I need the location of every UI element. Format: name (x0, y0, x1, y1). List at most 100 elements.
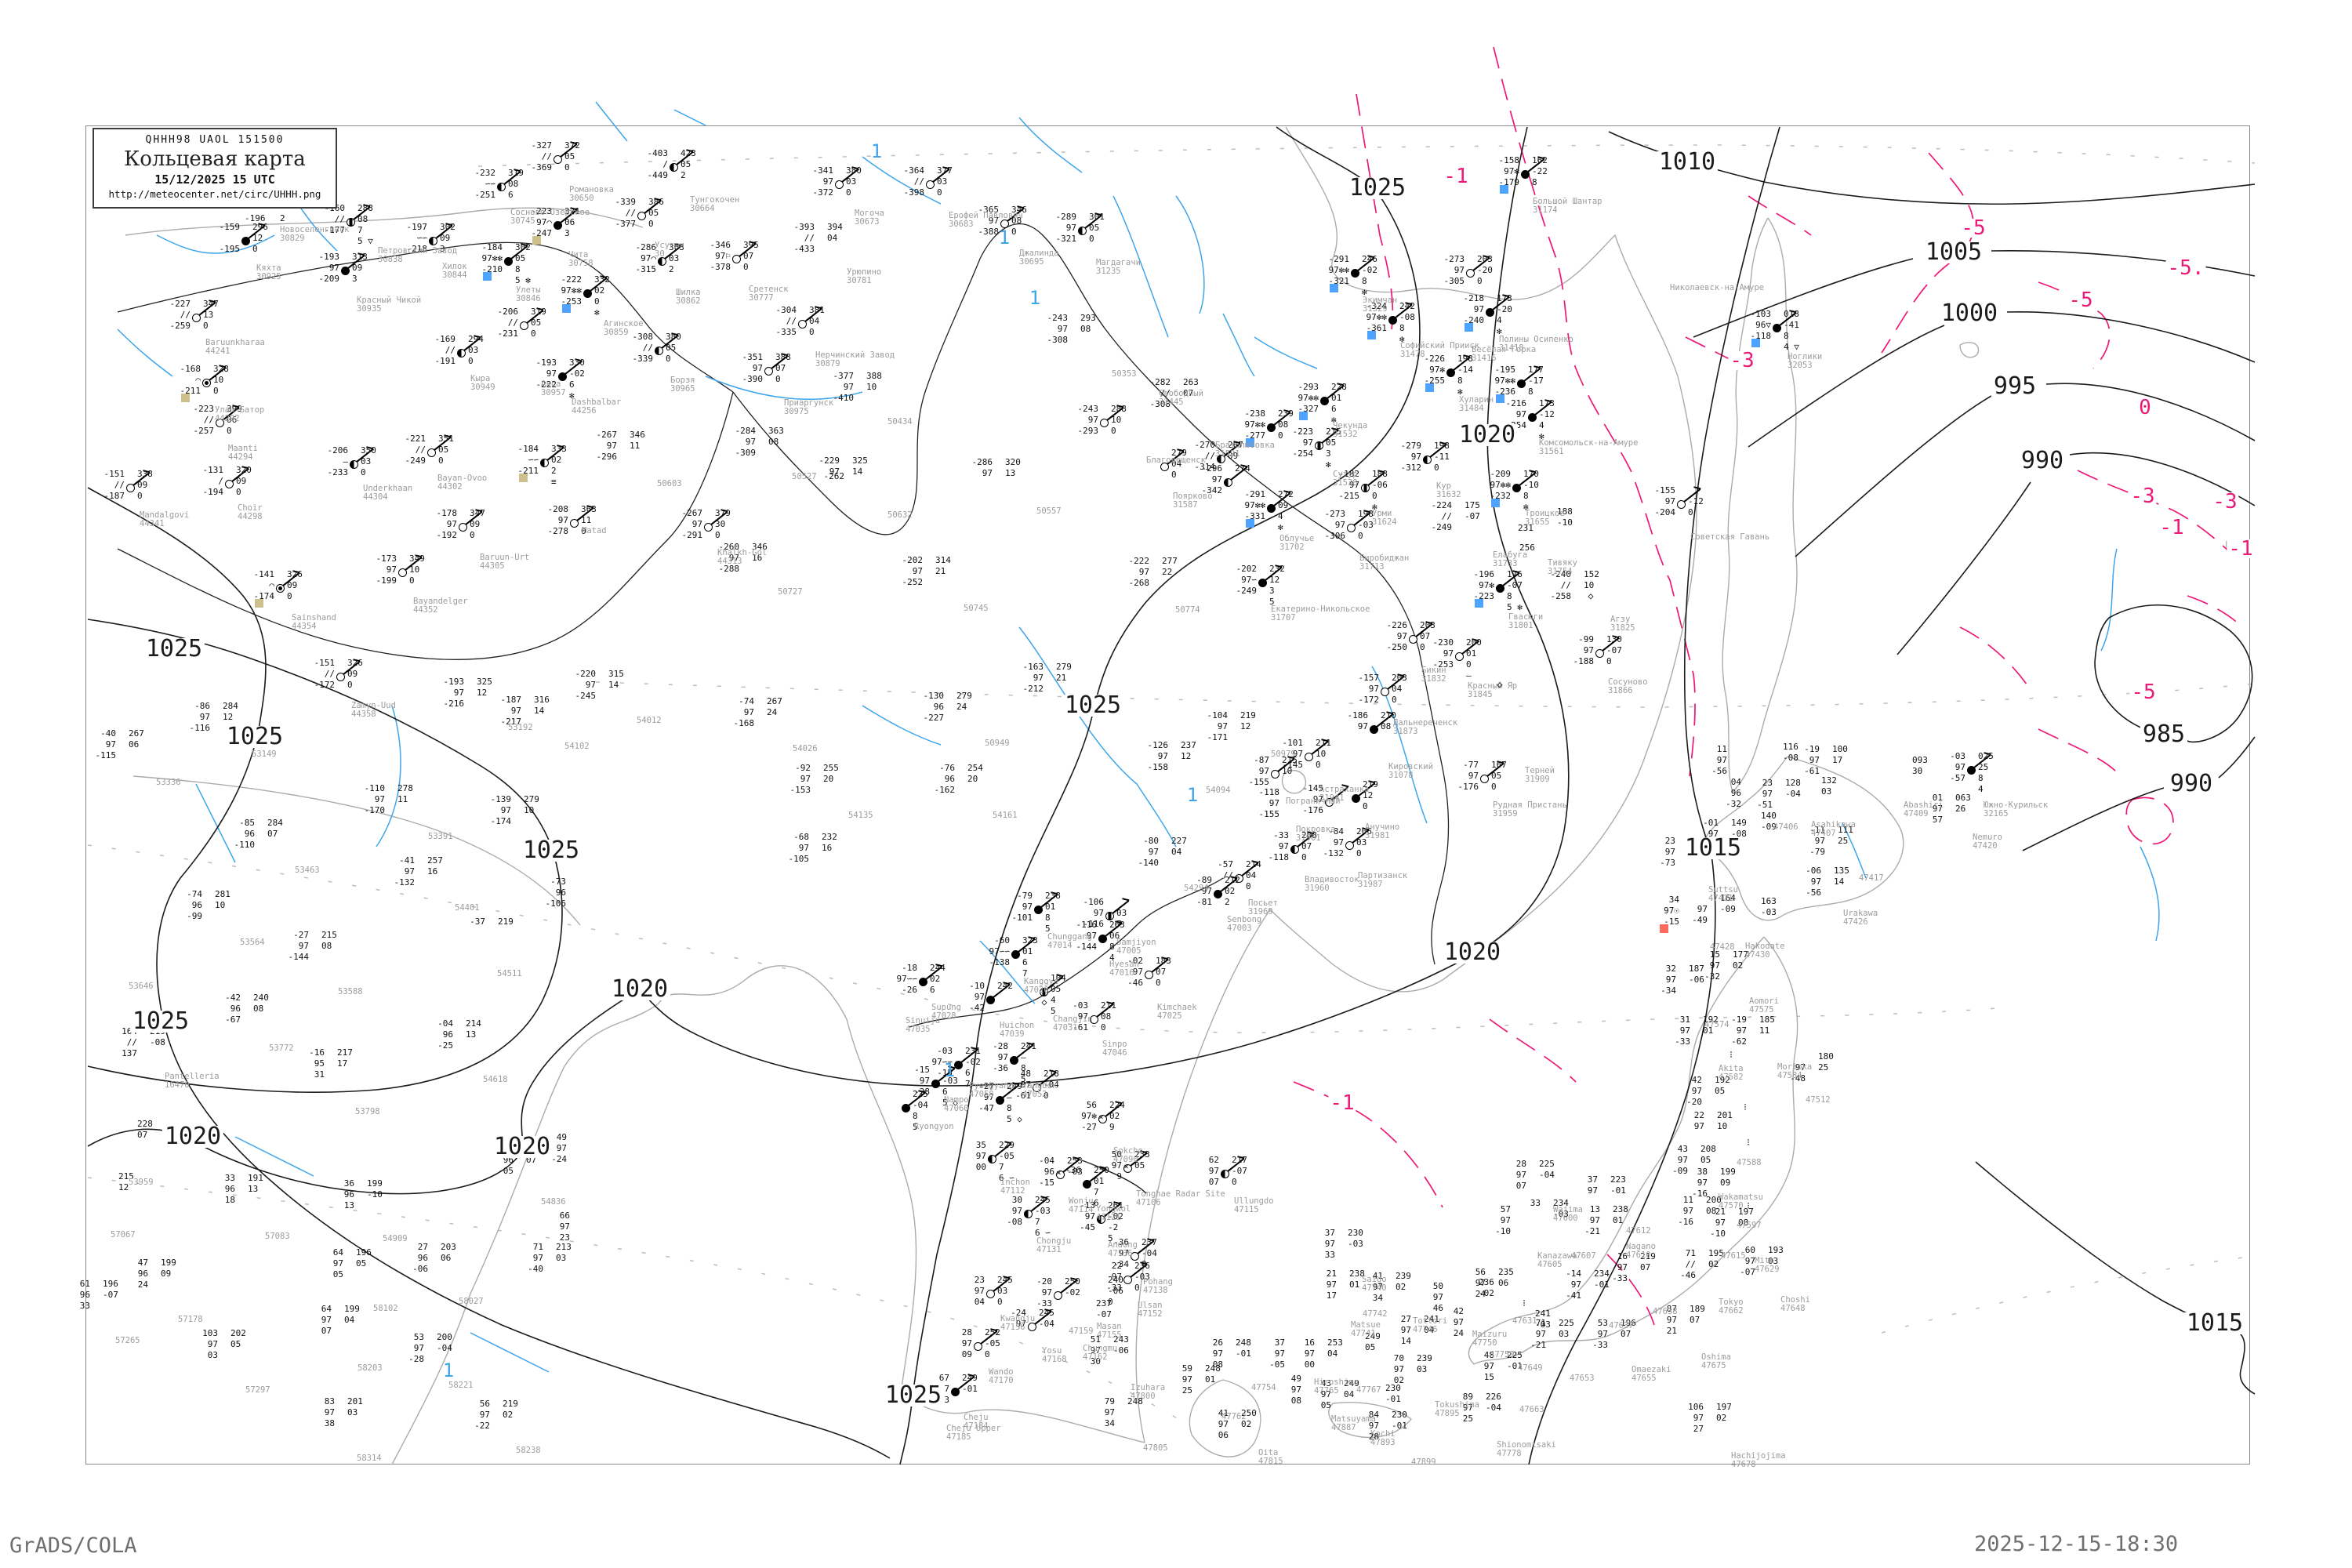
pressure-tendency: 05 (1134, 1160, 1145, 1171)
weather-code: 96 (79, 1290, 90, 1300)
station-name-label: Ulsan 47152 (1138, 1301, 1163, 1319)
weather-code: 97☉ (1664, 906, 1679, 916)
dewpoint: -231 (497, 328, 519, 339)
pressure-tendency: 03 (1768, 1256, 1779, 1266)
extra-group: 4 ▽ (1784, 342, 1799, 352)
dewpoint: 33 (1324, 1250, 1335, 1260)
weather-code: 97 (1041, 1287, 1052, 1298)
station-name-label: Приаргунск 30975 (784, 398, 834, 416)
pressure-tendency: -01 (1610, 1185, 1626, 1196)
temperature: -02 (1127, 956, 1143, 966)
weather-code: 97 (606, 441, 617, 451)
weather-code: 97 (1111, 1160, 1122, 1171)
dewpoint: 13 (343, 1200, 354, 1210)
dewpoint: -187 (103, 491, 125, 501)
temperature: 16 (1617, 1251, 1628, 1261)
pressure-tendency: 04 (1424, 1325, 1435, 1335)
station-name-label: Hiroshima 47765 (1314, 1377, 1359, 1396)
pressure-tendency: 08 (508, 179, 519, 189)
dewpoint: -42 (969, 1003, 985, 1013)
pressure-tendency: 11 (1759, 1025, 1770, 1036)
snow-square (1491, 499, 1500, 507)
station-circle (1351, 793, 1360, 803)
temperature: -01 (1703, 818, 1719, 828)
temperature: 42 (1453, 1306, 1464, 1316)
temperature: 33 (224, 1173, 235, 1183)
tendency-char: 0 (1363, 801, 1368, 811)
pressure: 196 (103, 1279, 118, 1289)
station-name-label: Борзя 30965 (670, 376, 695, 394)
dewpoint: -211 (517, 466, 539, 476)
station-name-label: 50603 (657, 479, 682, 488)
station-name-label: Baruun-Urt 44305 (480, 553, 530, 571)
station-circle (1023, 1209, 1033, 1218)
dewpoint: -105 (788, 854, 810, 864)
tendency-char: 0 (1171, 470, 1177, 480)
loose-value-label: 231 (1518, 523, 1534, 533)
dewpoint: -118 (1268, 852, 1290, 862)
tendency-char: 9 (1109, 1122, 1115, 1132)
temperature: 57 (1500, 1204, 1511, 1214)
station-name-label: Matsue 47741 (1351, 1320, 1381, 1338)
pink-contour-label: -5 (1959, 216, 1987, 240)
temperature: -27 (293, 930, 309, 940)
isobar-label: 1025 (223, 725, 286, 749)
weather-code: 97 (1087, 415, 1098, 425)
pressure: 170 (1523, 469, 1539, 479)
dewpoint: -222 (535, 379, 557, 390)
dewpoint: -158 (1147, 762, 1169, 772)
snow-square (483, 272, 492, 281)
weather-code: ⌒ (269, 580, 274, 590)
dewpoint: -41 (1566, 1290, 1581, 1301)
station-circle (456, 348, 466, 358)
dewpoint: -288 (718, 564, 740, 574)
tendency-char: 0 (252, 244, 258, 254)
pressure: 152 (1584, 569, 1599, 579)
extra-group: 6 ∽ (1035, 1228, 1051, 1238)
tendency-char: 4 (1497, 315, 1502, 325)
station-name-label: Hyesan 47016 (1109, 960, 1139, 978)
station-name-label: 53192 (508, 723, 533, 732)
weather-code: 97 (500, 805, 511, 815)
pressure-tendency: -03 (1348, 1239, 1363, 1249)
dewpoint: 57 (1932, 815, 1943, 825)
dewpoint: -172 (314, 680, 336, 690)
pressure: 236 (1134, 1261, 1150, 1271)
temperature: 79 (1104, 1396, 1115, 1406)
dewpoint: -21 (1530, 1340, 1546, 1350)
temperature: -87 (1254, 755, 1269, 765)
legend-wmo-header: QHHH98 UAOL 151500 (145, 134, 285, 146)
pressure-tendency: 25 (1838, 836, 1849, 846)
temperature: -19 (1731, 1014, 1747, 1025)
pressure-tendency: -03 (1358, 520, 1374, 530)
pressure: 223 (1610, 1174, 1626, 1185)
station-name-label: Morioka 47584 (1777, 1062, 1813, 1080)
pressure-tendency: -07 (1465, 511, 1480, 521)
dewpoint: -277 (1244, 430, 1266, 441)
pressure-tendency: 04 (1246, 870, 1257, 880)
weather-code: ∽∽ (416, 233, 427, 243)
pressure-tendency: 06 (227, 415, 238, 425)
station-circle (224, 479, 234, 488)
station-name-label: 47631 (1512, 1316, 1537, 1326)
dewpoint: 25 (1181, 1385, 1192, 1396)
station-name-label: 50527 (792, 472, 817, 481)
pressure: 197 (1716, 1402, 1732, 1412)
temperature: -291 (1328, 254, 1350, 264)
station-name-label: 58027 (459, 1297, 484, 1306)
station-circle (215, 418, 224, 427)
pressure: 349 (409, 554, 425, 564)
pressure-tendency: 06 (564, 217, 575, 227)
pressure: 197 (1738, 1207, 1754, 1217)
snow-square (1751, 339, 1760, 347)
station-name-label: Baruunkharaa 44241 (205, 338, 265, 356)
station-name-label: Усугли 30 (655, 241, 684, 259)
station-name-label: Bayandelger 44352 (413, 597, 468, 615)
pressure: 224 (1109, 1100, 1125, 1110)
temperature: 103 (202, 1328, 218, 1338)
pressure: 208 (1700, 1144, 1716, 1154)
pressure: 238 (1349, 1269, 1365, 1279)
temperature: -99 (1578, 634, 1594, 644)
station-name-label: Zamyn-Uud 44358 (351, 701, 396, 719)
weather-code: 97 (912, 566, 923, 576)
